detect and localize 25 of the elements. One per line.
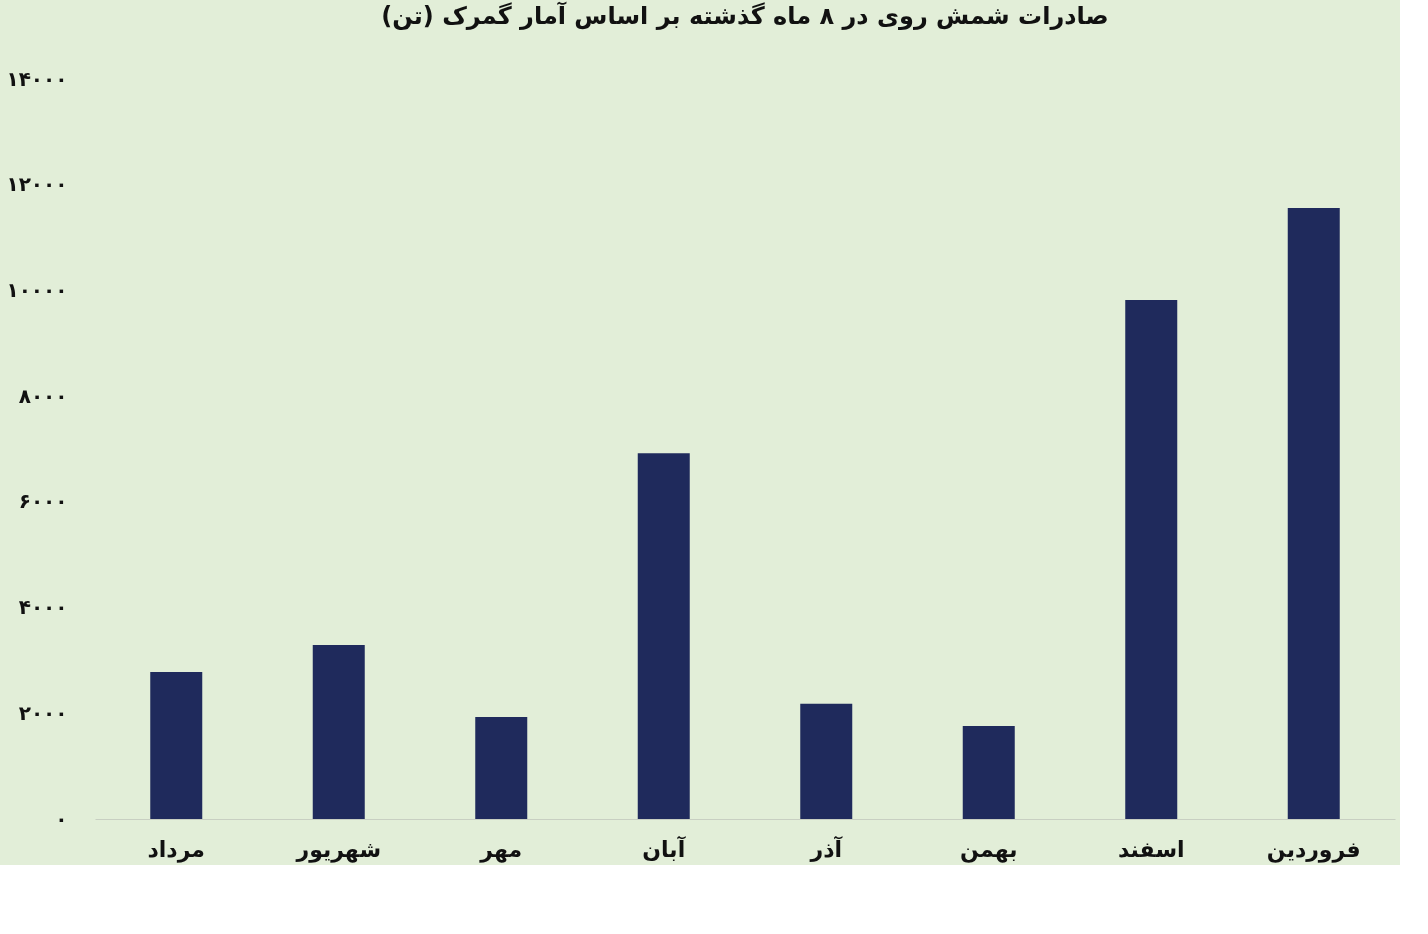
- bar: [150, 672, 203, 819]
- x-tick-label: مرداد: [147, 836, 205, 863]
- bar: [312, 645, 365, 819]
- y-tick-label: ۰: [55, 806, 68, 831]
- x-tick-label: مهر: [479, 836, 523, 863]
- x-tick-label: اسفند: [1117, 836, 1185, 862]
- x-tick-label: آذر: [809, 834, 843, 862]
- bar: [962, 725, 1015, 819]
- x-tick-label: بهمن: [960, 836, 1018, 863]
- x-tick-label: آبان: [642, 834, 686, 862]
- x-tick-label: فروردین: [1266, 836, 1361, 863]
- y-tick-label: ۲۰۰۰: [18, 700, 68, 725]
- y-tick-label: ۱۴۰۰۰: [6, 66, 68, 91]
- chart-title: صادرات شمش روی در ۸ ماه گذشته بر اساس آمار گمرک (تن): [381, 1, 1109, 30]
- y-tick-label: ۶۰۰۰: [18, 489, 68, 514]
- y-tick-label: ۴۰۰۰: [18, 595, 68, 620]
- bar: [800, 703, 853, 819]
- y-tick-label: ۸۰۰۰: [18, 383, 68, 408]
- bar: [637, 453, 690, 819]
- x-tick-label: شهریور: [295, 836, 382, 863]
- y-tick-label: ۱۰۰۰۰: [6, 277, 68, 302]
- bar: [475, 716, 528, 819]
- bar: [1125, 299, 1178, 819]
- y-tick-label: ۱۲۰۰۰: [6, 172, 68, 197]
- bar: [1287, 207, 1340, 819]
